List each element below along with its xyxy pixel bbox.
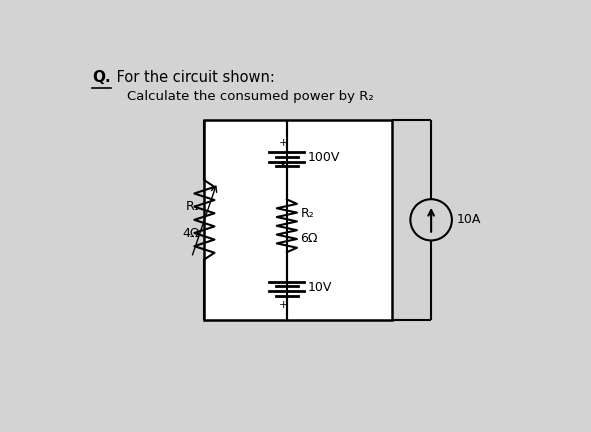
Text: 10A: 10A: [456, 213, 481, 226]
Bar: [204, 120, 392, 320]
Text: +: +: [278, 300, 288, 310]
Text: •: •: [279, 157, 287, 172]
Text: 10V: 10V: [308, 281, 332, 294]
Text: R₂: R₂: [301, 207, 314, 220]
Text: R₁: R₁: [186, 200, 200, 213]
Text: Calculate the consumed power by R₂: Calculate the consumed power by R₂: [126, 90, 374, 103]
Text: Q.: Q.: [92, 70, 111, 85]
Text: 4Ω: 4Ω: [183, 227, 200, 240]
Text: +: +: [278, 138, 288, 148]
Text: 6Ω: 6Ω: [301, 232, 318, 245]
Text: For the circuit shown:: For the circuit shown:: [112, 70, 275, 85]
Text: 100V: 100V: [308, 152, 340, 165]
